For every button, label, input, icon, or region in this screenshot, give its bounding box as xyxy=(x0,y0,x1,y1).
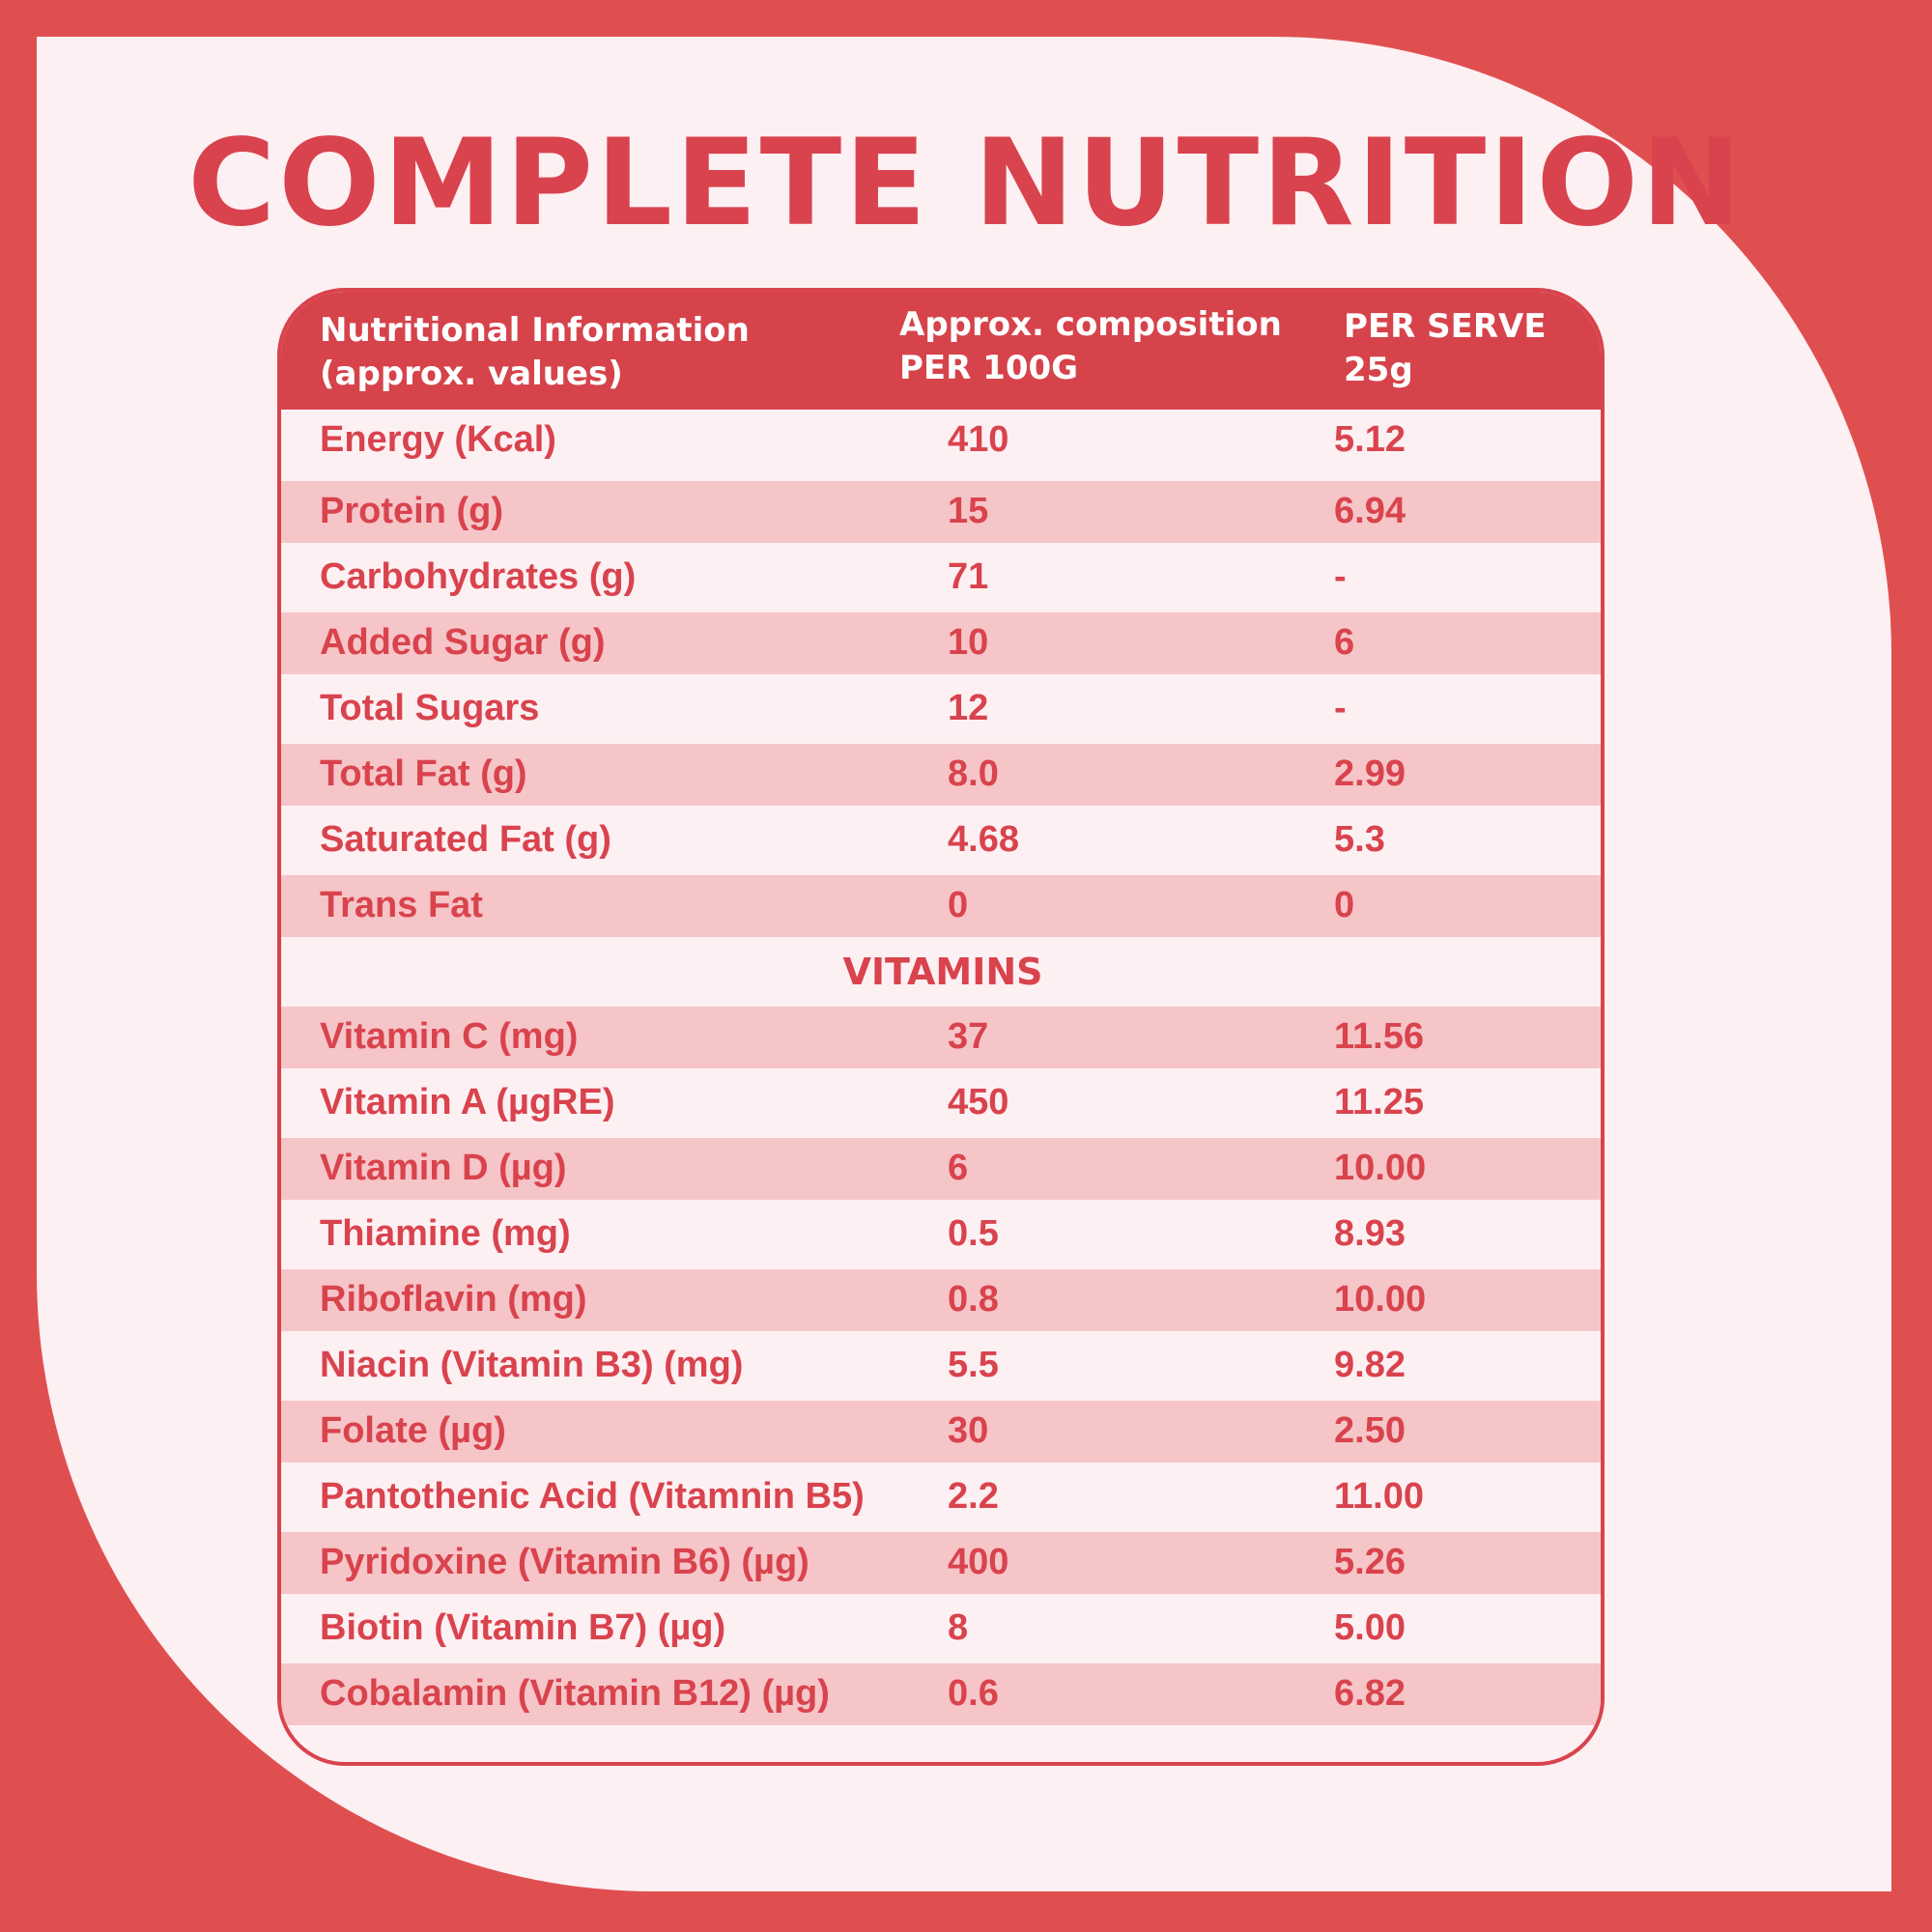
per-100g-value: 5.5 xyxy=(948,1345,999,1385)
per-100g-value: 0 xyxy=(948,885,969,925)
vitamins-section-heading: VITAMINS xyxy=(842,951,1043,993)
table-row: Saturated Fat (g) 4.68 5.3 xyxy=(281,810,1601,871)
per-serve-value: - xyxy=(1334,556,1347,597)
per-serve-value: 5.26 xyxy=(1334,1542,1406,1582)
per-100g-value: 15 xyxy=(948,491,989,531)
per-100g-value: 0.5 xyxy=(948,1213,999,1254)
nutrient-name: Vitamin C (mg) xyxy=(320,1016,579,1057)
nutrient-name: Niacin (Vitamin B3) (mg) xyxy=(320,1345,744,1385)
table-row: Vitamin A (µgRE) 450 11.25 xyxy=(281,1072,1601,1134)
nutrient-name: Riboflavin (mg) xyxy=(320,1279,587,1320)
table-row: Biotin (Vitamin B7) (µg) 8 5.00 xyxy=(281,1598,1601,1660)
nutrient-name: Total Fat (g) xyxy=(320,753,527,794)
table-row: Niacin (Vitamin B3) (mg) 5.5 9.82 xyxy=(281,1335,1601,1397)
per-100g-value: 30 xyxy=(948,1410,989,1451)
per-100g-value: 71 xyxy=(948,556,989,597)
nutrition-table: Nutritional Information (approx. values)… xyxy=(277,288,1605,1766)
per-100g-value: 8 xyxy=(948,1607,969,1648)
per-serve-value: - xyxy=(1334,688,1347,728)
per-serve-value: 6.94 xyxy=(1334,491,1406,531)
per-serve-value: 11.56 xyxy=(1334,1016,1424,1057)
page-title: COMPLETE NUTRITION xyxy=(187,114,1745,253)
per-serve-value: 2.50 xyxy=(1334,1410,1406,1451)
table-row: Pantothenic Acid (Vitamnin B5) 2.2 11.00 xyxy=(281,1466,1601,1528)
table-row: Cobalamin (Vitamin B12) (µg) 0.6 6.82 xyxy=(281,1663,1601,1725)
per-serve-value: 10.00 xyxy=(1334,1279,1427,1320)
per-serve-value: 5.12 xyxy=(1334,419,1406,460)
header-per-100g: Approx. composition PER 100G xyxy=(899,303,1282,390)
nutrient-name: Added Sugar (g) xyxy=(320,622,606,663)
per-100g-value: 0.8 xyxy=(948,1279,999,1320)
nutrient-name: Vitamin D (µg) xyxy=(320,1148,567,1188)
header-col3-line2: 25g xyxy=(1344,351,1413,389)
nutrient-name: Thiamine (mg) xyxy=(320,1213,571,1254)
nutrient-name: Energy (Kcal) xyxy=(320,419,556,460)
nutrient-name: Pantothenic Acid (Vitamnin B5) xyxy=(320,1476,865,1517)
nutrient-name: Folate (µg) xyxy=(320,1410,506,1451)
nutrient-name: Protein (g) xyxy=(320,491,503,531)
per-serve-value: 5.3 xyxy=(1334,819,1385,860)
table-header: Nutritional Information (approx. values)… xyxy=(281,292,1601,410)
per-100g-value: 10 xyxy=(948,622,989,663)
table-row: Vitamin D (µg) 6 10.00 xyxy=(281,1138,1601,1200)
per-100g-value: 37 xyxy=(948,1016,989,1057)
table-row: Total Fat (g) 8.0 2.99 xyxy=(281,744,1601,806)
per-100g-value: 410 xyxy=(948,419,1009,460)
per-serve-value: 2.99 xyxy=(1334,753,1406,794)
per-serve-value: 11.25 xyxy=(1334,1082,1424,1122)
per-serve-value: 9.82 xyxy=(1334,1345,1406,1385)
header-col3-line1: PER SERVE xyxy=(1344,307,1547,346)
table-row: Riboflavin (mg) 0.8 10.00 xyxy=(281,1269,1601,1331)
per-serve-value: 0 xyxy=(1334,885,1355,925)
header-per-serve: PER SERVE 25g xyxy=(1344,305,1547,392)
header-col2-line1: Approx. composition xyxy=(899,305,1282,344)
per-serve-value: 10.00 xyxy=(1334,1148,1427,1188)
header-col2-line2: PER 100G xyxy=(899,349,1079,387)
per-100g-value: 8.0 xyxy=(948,753,999,794)
table-row: Energy (Kcal) 410 5.12 xyxy=(281,410,1601,471)
nutrient-name: Cobalamin (Vitamin B12) (µg) xyxy=(320,1673,830,1714)
table-row: Carbohydrates (g) 71 - xyxy=(281,547,1601,609)
table-row: Folate (µg) 30 2.50 xyxy=(281,1401,1601,1463)
per-100g-value: 0.6 xyxy=(948,1673,999,1714)
nutrient-name: Pyridoxine (Vitamin B6) (µg) xyxy=(320,1542,810,1582)
table-row: Pyridoxine (Vitamin B6) (µg) 400 5.26 xyxy=(281,1532,1601,1594)
table-row: Vitamin C (mg) 37 11.56 xyxy=(281,1007,1601,1068)
per-100g-value: 450 xyxy=(948,1082,1009,1122)
per-serve-value: 8.93 xyxy=(1334,1213,1406,1254)
per-100g-value: 6 xyxy=(948,1148,969,1188)
nutrient-name: Total Sugars xyxy=(320,688,540,728)
table-row: Protein (g) 15 6.94 xyxy=(281,481,1601,543)
table-row: Added Sugar (g) 10 6 xyxy=(281,612,1601,674)
per-100g-value: 400 xyxy=(948,1542,1009,1582)
nutrient-name: Vitamin A (µgRE) xyxy=(320,1082,615,1122)
nutrient-name: Saturated Fat (g) xyxy=(320,819,611,860)
nutrient-name: Carbohydrates (g) xyxy=(320,556,637,597)
nutrient-name: Trans Fat xyxy=(320,885,483,925)
per-100g-value: 2.2 xyxy=(948,1476,999,1517)
header-col1-line2: (approx. values) xyxy=(320,355,623,393)
table-row: Trans Fat 0 0 xyxy=(281,875,1601,937)
per-serve-value: 5.00 xyxy=(1334,1607,1406,1648)
per-serve-value: 6 xyxy=(1334,622,1355,663)
per-100g-value: 12 xyxy=(948,688,989,728)
nutrient-name: Biotin (Vitamin B7) (µg) xyxy=(320,1607,726,1648)
table-row: Total Sugars 12 - xyxy=(281,678,1601,740)
header-col1-line1: Nutritional Information xyxy=(320,311,750,350)
per-serve-value: 11.00 xyxy=(1334,1476,1424,1517)
header-nutritional-information: Nutritional Information (approx. values) xyxy=(320,309,750,396)
table-row: Thiamine (mg) 0.5 8.93 xyxy=(281,1204,1601,1265)
per-100g-value: 4.68 xyxy=(948,819,1019,860)
per-serve-value: 6.82 xyxy=(1334,1673,1406,1714)
